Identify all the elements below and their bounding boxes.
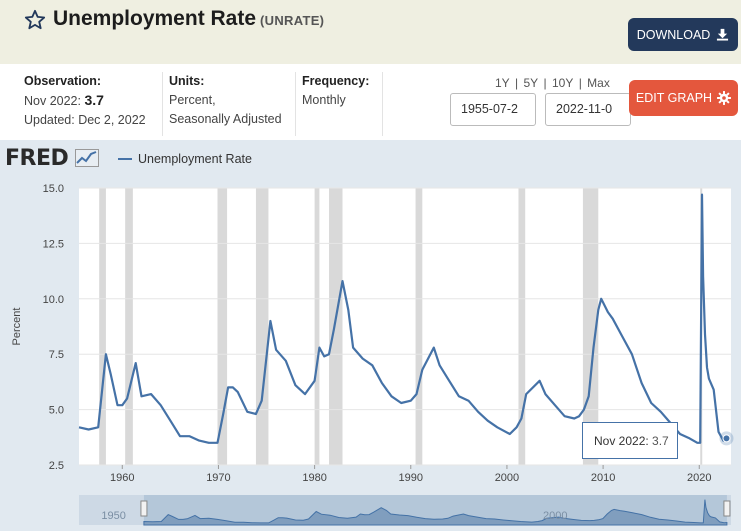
navigator-series <box>143 499 728 526</box>
updated-date: Updated: Dec 2, 2022 <box>24 113 146 127</box>
star-icon[interactable] <box>24 9 46 31</box>
x-tick-label: 2010 <box>591 472 615 484</box>
line-chart[interactable]: 2.5 5.0 7.5 10.0 12.5 15.0 1960 1970 1980 1990 200… <box>0 140 741 531</box>
y-tick-label: 7.5 <box>49 349 64 361</box>
units-line1: Percent, <box>169 93 216 107</box>
recession-band <box>255 188 269 465</box>
edit-graph-button[interactable]: EDIT GRAPH <box>629 80 738 116</box>
x-tick-label: 2020 <box>687 472 711 484</box>
navigator-selection[interactable] <box>143 495 727 525</box>
range-10y[interactable]: 10Y <box>552 76 574 90</box>
divider <box>162 72 163 136</box>
range-separator: | <box>543 76 547 90</box>
range-max[interactable]: Max <box>587 76 610 90</box>
recession-band <box>125 188 133 465</box>
plot-background <box>79 188 731 465</box>
units-block: Units: Percent, Seasonally Adjusted <box>169 72 282 129</box>
tooltip-value: 3.7 <box>652 434 669 448</box>
y-tick-label: 5.0 <box>49 405 64 417</box>
units-line2: Seasonally Adjusted <box>169 112 282 126</box>
observation-date: Nov 2022: <box>24 94 81 108</box>
navigator-label: 1950 <box>101 510 125 522</box>
range-separator: | <box>578 76 582 90</box>
legend-label: Unemployment Rate <box>138 152 252 166</box>
y-tick-label: 15.0 <box>43 183 64 195</box>
recession-band <box>329 188 343 465</box>
observation-block: Observation: Nov 2022: 3.7 Updated: Dec … <box>24 72 146 130</box>
page-title: Unemployment Rate (UNRATE) <box>53 7 324 31</box>
recession-band <box>99 188 106 465</box>
frequency-block: Frequency: Monthly <box>302 72 369 110</box>
legend-swatch <box>118 158 132 160</box>
series-id: (UNRATE) <box>260 13 325 28</box>
recession-band <box>314 188 320 465</box>
observation-value: 3.7 <box>84 92 104 108</box>
y-axis-label: Percent <box>11 308 23 346</box>
download-label: DOWNLOAD <box>636 27 711 42</box>
x-tick-label: 1970 <box>206 472 230 484</box>
download-icon <box>717 28 729 41</box>
divider <box>382 72 383 136</box>
navigator-handle[interactable] <box>140 500 148 517</box>
chart-legend: Unemployment Rate <box>118 152 252 166</box>
x-tick-label: 1960 <box>110 472 134 484</box>
units-label: Units: <box>169 74 205 88</box>
chart-area[interactable]: FRED Unemployment Rate 2.5 5.0 7.5 10.0 12.5… <box>0 140 741 531</box>
hover-tooltip: Nov 2022: 3.7 <box>582 422 678 459</box>
fred-chart-icon <box>75 149 100 167</box>
tooltip-date: Nov 2022: <box>594 434 649 448</box>
gear-icon <box>717 91 732 105</box>
range-1y[interactable]: 1Y <box>495 76 510 90</box>
navigator-label: 2000 <box>543 510 567 522</box>
fred-logo-text: FRED <box>5 146 69 171</box>
recession-band <box>518 188 526 465</box>
recession-band <box>582 188 599 465</box>
start-date-input[interactable]: 1955-07-2 <box>450 93 536 126</box>
y-tick-label: 10.0 <box>43 294 64 306</box>
recession-band <box>415 188 423 465</box>
y-tick-label: 2.5 <box>49 460 64 472</box>
edit-graph-label: EDIT GRAPH <box>635 91 713 105</box>
range-5y[interactable]: 5Y <box>523 76 539 90</box>
x-tick-label: 1980 <box>302 472 326 484</box>
frequency-value: Monthly <box>302 93 346 107</box>
divider <box>295 72 296 136</box>
observation-latest: Nov 2022: 3.7 <box>24 91 146 111</box>
series-header: Unemployment Rate (UNRATE) DOWNLOAD <box>0 0 741 64</box>
x-tick-label: 1990 <box>399 472 423 484</box>
frequency-label: Frequency: <box>302 74 370 88</box>
range-selector: 1Y | 5Y | 10Y | Max <box>494 76 611 90</box>
end-date-input[interactable]: 2022-11-0 <box>545 93 631 126</box>
series-line-unemployment-rate[interactable] <box>78 193 728 444</box>
series-title: Unemployment Rate <box>53 7 257 30</box>
recession-band <box>217 188 228 465</box>
hover-point[interactable] <box>722 434 731 443</box>
observation-label: Observation: <box>24 74 102 88</box>
range-separator: | <box>515 76 519 90</box>
x-tick-label: 2000 <box>495 472 519 484</box>
series-info-bar: Observation: Nov 2022: 3.7 Updated: Dec … <box>0 64 741 140</box>
fred-logo: FRED <box>5 146 100 171</box>
navigator-handle[interactable] <box>723 500 731 517</box>
download-button[interactable]: DOWNLOAD <box>628 18 738 51</box>
y-tick-label: 12.5 <box>43 238 64 250</box>
